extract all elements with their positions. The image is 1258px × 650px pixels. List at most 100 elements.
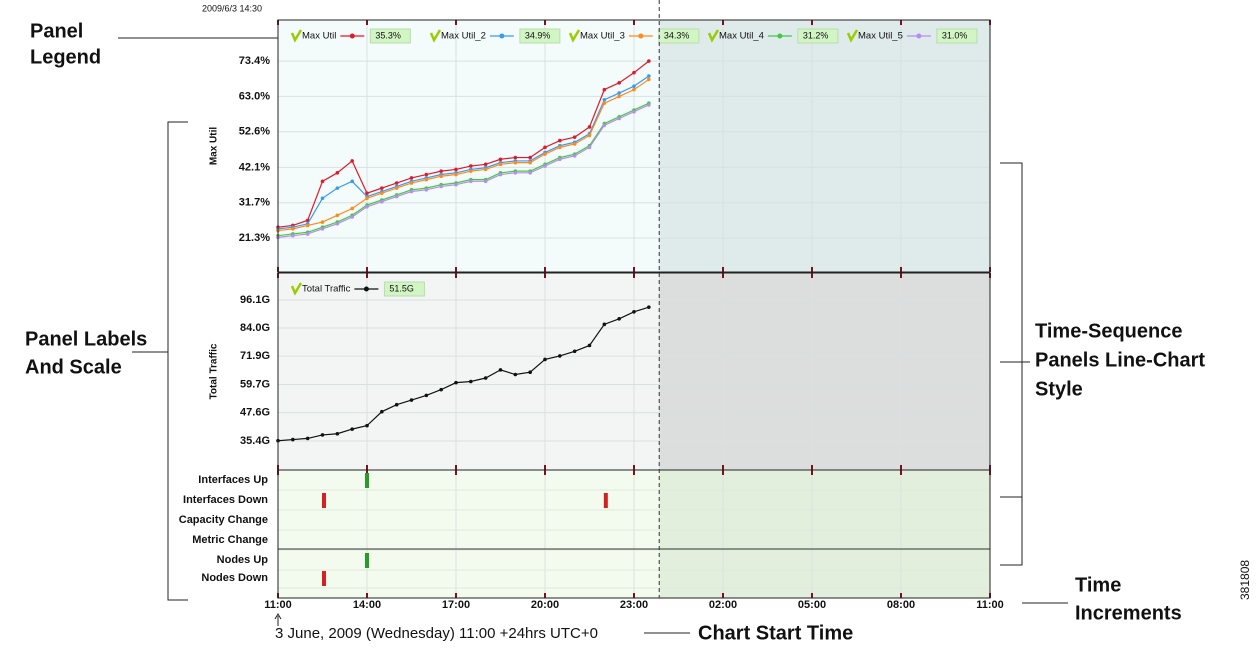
series-line xyxy=(277,102,650,237)
x-tick-label: 05:00 xyxy=(798,599,826,611)
legend-value: 34.3% xyxy=(664,30,690,40)
annotation: Panels Line-Chart xyxy=(1035,349,1205,371)
row-label: Nodes Down xyxy=(201,572,268,584)
data-point xyxy=(394,186,399,190)
y-tick-label: 35.4G xyxy=(240,435,270,447)
data-point xyxy=(513,160,518,165)
data-point xyxy=(513,171,518,175)
data-point xyxy=(528,160,532,165)
data-point xyxy=(320,220,325,224)
data-point xyxy=(543,152,547,156)
event-mark xyxy=(321,493,326,508)
data-point xyxy=(572,349,577,354)
data-point xyxy=(454,172,458,177)
data-point xyxy=(498,162,503,167)
panel-border xyxy=(277,19,991,273)
data-point xyxy=(380,409,384,414)
y-tick-label: 42.1% xyxy=(239,161,270,173)
event-mark xyxy=(321,571,326,586)
y-tick-label: 73.4% xyxy=(239,55,270,67)
data-point xyxy=(350,179,354,184)
data-point xyxy=(409,181,414,185)
data-point xyxy=(647,74,651,78)
figure-id: 381808 xyxy=(1238,560,1252,600)
data-point xyxy=(602,322,607,327)
future-shade xyxy=(659,470,990,598)
legend-swatch xyxy=(638,33,644,39)
data-point xyxy=(305,223,310,228)
legend-check xyxy=(568,29,581,43)
callout-lines xyxy=(118,37,1068,634)
data-point xyxy=(647,305,651,309)
data-point xyxy=(305,436,310,441)
y-tick-label: 31.7% xyxy=(239,197,270,209)
legend-value: 51.5G xyxy=(389,283,414,293)
y-axis-label: Total Traffic xyxy=(209,343,220,399)
legend-label: Total Traffic xyxy=(302,284,351,295)
legend-swatch xyxy=(916,33,922,39)
legend-check xyxy=(290,282,303,296)
data-point xyxy=(632,109,636,114)
data-point xyxy=(365,423,369,428)
data-point xyxy=(335,213,340,218)
x-tick-label: 11:00 xyxy=(264,599,292,611)
series-line xyxy=(277,60,650,228)
x-tick-label: 17:00 xyxy=(442,599,470,611)
data-point xyxy=(424,177,429,182)
data-point xyxy=(335,186,340,190)
data-point xyxy=(394,194,399,199)
data-point xyxy=(632,309,636,314)
legend-label: Max Util_3 xyxy=(580,31,625,42)
data-point xyxy=(320,433,325,437)
data-point xyxy=(483,179,488,184)
event-mark xyxy=(365,473,369,488)
data-point xyxy=(498,157,503,162)
data-point xyxy=(558,145,562,150)
data-point xyxy=(543,145,547,150)
data-point xyxy=(632,87,636,92)
data-point xyxy=(543,357,547,362)
timestamp: 2009/6/3 14:30 xyxy=(202,3,262,13)
data-point xyxy=(528,155,532,160)
data-point xyxy=(513,155,518,160)
legend-value-box xyxy=(369,28,411,44)
data-point xyxy=(498,172,503,177)
data-point xyxy=(380,191,384,196)
legend-swatch xyxy=(777,33,783,39)
series-line xyxy=(277,306,650,442)
panel-border xyxy=(277,469,991,599)
data-point xyxy=(320,227,325,231)
data-point xyxy=(632,70,636,75)
data-point xyxy=(424,393,429,398)
y-tick-label: 63.0% xyxy=(239,90,270,102)
y-tick-label: 84.0G xyxy=(240,322,270,334)
data-point xyxy=(439,387,443,392)
data-point xyxy=(483,167,488,172)
event-mark xyxy=(603,493,608,508)
data-point xyxy=(335,431,340,436)
data-point xyxy=(454,167,458,172)
annotation: Increments xyxy=(1075,602,1182,624)
data-point xyxy=(469,379,473,384)
data-point xyxy=(498,368,503,372)
data-point xyxy=(602,101,607,106)
annotation: And Scale xyxy=(25,356,122,378)
x-tick-label: 02:00 xyxy=(709,599,737,611)
data-point xyxy=(469,164,473,168)
data-point xyxy=(439,184,443,189)
data-point xyxy=(528,370,532,374)
event-mark xyxy=(365,553,369,568)
annotation: Legend xyxy=(30,46,101,68)
legend-value: 31.2% xyxy=(803,30,829,40)
data-point xyxy=(394,402,399,407)
x-tick-label: 23:00 xyxy=(620,599,648,611)
x-tick-label: 08:00 xyxy=(887,599,915,611)
data-point xyxy=(647,77,651,82)
row-label: Metric Change xyxy=(192,534,268,546)
future-shade xyxy=(659,273,990,470)
data-point xyxy=(587,343,592,348)
annotation: Chart Start Time xyxy=(698,622,853,644)
legend-check xyxy=(429,29,442,43)
data-point xyxy=(350,215,354,219)
legend-label: Max Util_2 xyxy=(441,31,486,42)
